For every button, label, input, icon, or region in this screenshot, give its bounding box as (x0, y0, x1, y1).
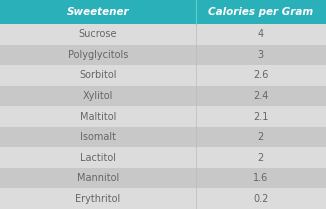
Text: Sucrose: Sucrose (79, 29, 117, 39)
Bar (0, 127, 326, 147)
Bar (0, 65, 326, 86)
Bar (0, 45, 326, 65)
Text: 4: 4 (258, 29, 264, 39)
Bar (0, 189, 326, 209)
Text: 1.6: 1.6 (253, 173, 268, 183)
Bar (0, 0, 326, 24)
Text: 2: 2 (258, 153, 264, 163)
Text: 0.2: 0.2 (253, 194, 269, 204)
Bar (0, 86, 326, 106)
Text: 3: 3 (258, 50, 264, 60)
Text: Xylitol: Xylitol (82, 91, 113, 101)
Text: Sweetener: Sweetener (67, 7, 129, 17)
Text: 2.1: 2.1 (253, 112, 269, 121)
Bar (0, 24, 326, 45)
Text: Polyglycitols: Polyglycitols (67, 50, 128, 60)
Text: Isomalt: Isomalt (80, 132, 116, 142)
Text: Calories per Gram: Calories per Gram (208, 7, 313, 17)
Text: Sorbitol: Sorbitol (79, 70, 117, 80)
Bar (0, 147, 326, 168)
Text: Maltitol: Maltitol (80, 112, 116, 121)
Text: 2.4: 2.4 (253, 91, 269, 101)
Bar (0, 168, 326, 189)
Text: Lactitol: Lactitol (80, 153, 116, 163)
Text: 2.6: 2.6 (253, 70, 269, 80)
Text: 2: 2 (258, 132, 264, 142)
Text: Mannitol: Mannitol (77, 173, 119, 183)
Text: Erythritol: Erythritol (75, 194, 120, 204)
Bar (0, 106, 326, 127)
